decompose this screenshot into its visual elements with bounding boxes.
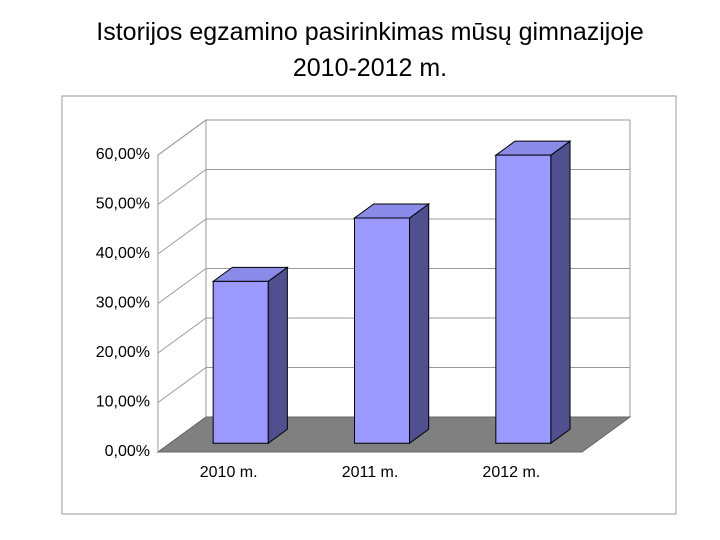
grid-line <box>157 268 207 304</box>
bar-front <box>212 280 269 444</box>
grid-line <box>157 169 207 205</box>
grid-line <box>157 119 207 156</box>
y-tick-label: 60,00% <box>96 146 150 163</box>
bar-side <box>267 266 288 445</box>
x-tick-label: 2012 m. <box>482 464 540 481</box>
grid-line <box>157 317 207 354</box>
bar-side <box>409 203 430 445</box>
grid-line <box>157 218 207 255</box>
y-tick-label: 30,00% <box>96 295 150 312</box>
y-tick-label: 0,00% <box>105 443 150 460</box>
grid-line <box>157 367 207 403</box>
bar-front <box>354 217 410 444</box>
x-tick-label: 2011 m. <box>342 464 399 481</box>
bar <box>494 140 572 445</box>
x-tick-label: 2010 m. <box>200 464 258 481</box>
y-tick-label: 50,00% <box>96 196 150 213</box>
y-tick-label: 10,00% <box>96 394 150 411</box>
bar-side <box>550 140 571 445</box>
bar <box>211 266 289 445</box>
bar <box>352 203 431 445</box>
y-tick-label: 20,00% <box>96 344 150 361</box>
y-tick-label: 40,00% <box>96 245 150 262</box>
bar-front <box>495 154 552 444</box>
chart-title: Istorijos egzamino pasirinkimas mūsų gim… <box>96 18 644 82</box>
